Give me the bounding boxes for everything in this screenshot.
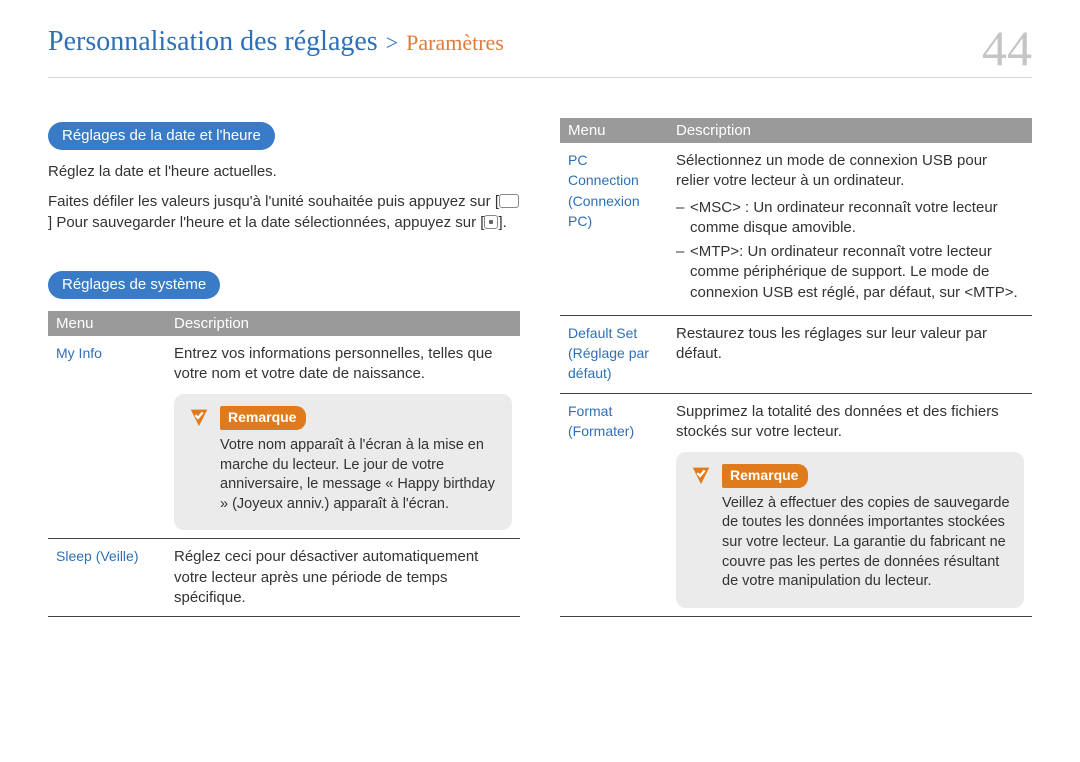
menu-paren: (Formater) [568, 423, 634, 439]
page: Personnalisation des réglages > Paramètr… [0, 0, 1080, 762]
desc-cell: Entrez vos informations personnelles, te… [166, 336, 520, 539]
system-table-right: Menu Description PC Connection (Connexio… [560, 118, 1032, 617]
menu-paren: (Réglage par défaut) [568, 345, 649, 381]
menu-paren: (Connexion PC) [568, 193, 640, 229]
page-number: 44 [982, 26, 1032, 71]
table-row: PC Connection (Connexion PC) Sélectionne… [560, 143, 1032, 315]
note-check-icon [690, 464, 712, 492]
table-row: My Info Entrez vos informations personne… [48, 336, 520, 539]
breadcrumb: Personnalisation des réglages > Paramètr… [48, 26, 504, 58]
note-text: Veillez à effectuer des copies de sauveg… [722, 494, 1010, 592]
note-body: Remarque Votre nom apparaît à l'écran à … [220, 406, 498, 514]
left-column: Réglages de la date et l'heure Réglez la… [48, 118, 520, 617]
menu-paren: (Veille) [92, 548, 139, 564]
button-glyph-icon [499, 194, 519, 208]
desc-cell: Supprimez la totalité des données et des… [668, 393, 1032, 616]
system-table-left: Menu Description My Info Entrez vos info… [48, 311, 520, 617]
content-columns: Réglages de la date et l'heure Réglez la… [48, 118, 1032, 617]
breadcrumb-main: Personnalisation des réglages [48, 26, 378, 58]
menu-label: PC Connection [568, 152, 639, 188]
desc-text: Supprimez la totalité des données et des… [676, 402, 1024, 443]
menu-label: Default Set [568, 325, 637, 341]
desc-text: Entrez vos informations personnelles, te… [174, 344, 512, 385]
breadcrumb-separator: > [386, 30, 398, 56]
note-box: Remarque Veillez à effectuer des copies … [676, 452, 1024, 608]
breadcrumb-sub: Paramètres [406, 30, 504, 56]
menu-cell: Sleep (Veille) [48, 539, 166, 617]
text-part-c: ]. [498, 214, 506, 231]
note-label: Remarque [722, 464, 808, 488]
desc-intro: Sélectionnez un mode de connexion USB po… [676, 151, 1024, 192]
bullet-item: <MSC> : Un ordinateur reconnaît votre le… [676, 198, 1024, 239]
bullet-item: <MTP>: Un ordinateur reconnaît votre lec… [676, 242, 1024, 303]
col-header-desc: Description [166, 311, 520, 336]
section-title-date-time: Réglages de la date et l'heure [48, 122, 275, 150]
button-glyph-dot-icon [484, 215, 498, 229]
col-header-menu: Menu [560, 118, 668, 143]
desc-cell: Restaurez tous les réglages sur leur val… [668, 315, 1032, 393]
note-label: Remarque [220, 406, 306, 430]
date-time-intro: Réglez la date et l'heure actuelles. [48, 162, 520, 182]
text-part-a: Faites défiler les valeurs jusqu'à l'uni… [48, 193, 499, 210]
desc-bullets: <MSC> : Un ordinateur reconnaît votre le… [676, 198, 1024, 303]
right-column: Menu Description PC Connection (Connexio… [560, 118, 1032, 617]
date-time-instructions: Faites défiler les valeurs jusqu'à l'uni… [48, 192, 520, 233]
desc-cell: Sélectionnez un mode de connexion USB po… [668, 143, 1032, 315]
page-header: Personnalisation des réglages > Paramètr… [48, 26, 1032, 78]
note-check-icon [188, 406, 210, 434]
col-header-desc: Description [668, 118, 1032, 143]
menu-cell: Default Set (Réglage par défaut) [560, 315, 668, 393]
menu-label: My Info [56, 345, 102, 361]
table-row: Default Set (Réglage par défaut) Restaur… [560, 315, 1032, 393]
table-row: Format (Formater) Supprimez la totalité … [560, 393, 1032, 616]
desc-cell: Réglez ceci pour désactiver automatiquem… [166, 539, 520, 617]
note-body: Remarque Veillez à effectuer des copies … [722, 464, 1010, 592]
note-text: Votre nom apparaît à l'écran à la mise e… [220, 436, 498, 514]
note-box: Remarque Votre nom apparaît à l'écran à … [174, 394, 512, 530]
menu-cell: My Info [48, 336, 166, 539]
menu-label: Sleep [56, 548, 92, 564]
menu-label: Format [568, 403, 612, 419]
text-part-b: ] Pour sauvegarder l'heure et la date sé… [48, 214, 484, 231]
menu-cell: Format (Formater) [560, 393, 668, 616]
menu-cell: PC Connection (Connexion PC) [560, 143, 668, 315]
table-row: Sleep (Veille) Réglez ceci pour désactiv… [48, 539, 520, 617]
col-header-menu: Menu [48, 311, 166, 336]
section-title-system: Réglages de système [48, 271, 220, 299]
